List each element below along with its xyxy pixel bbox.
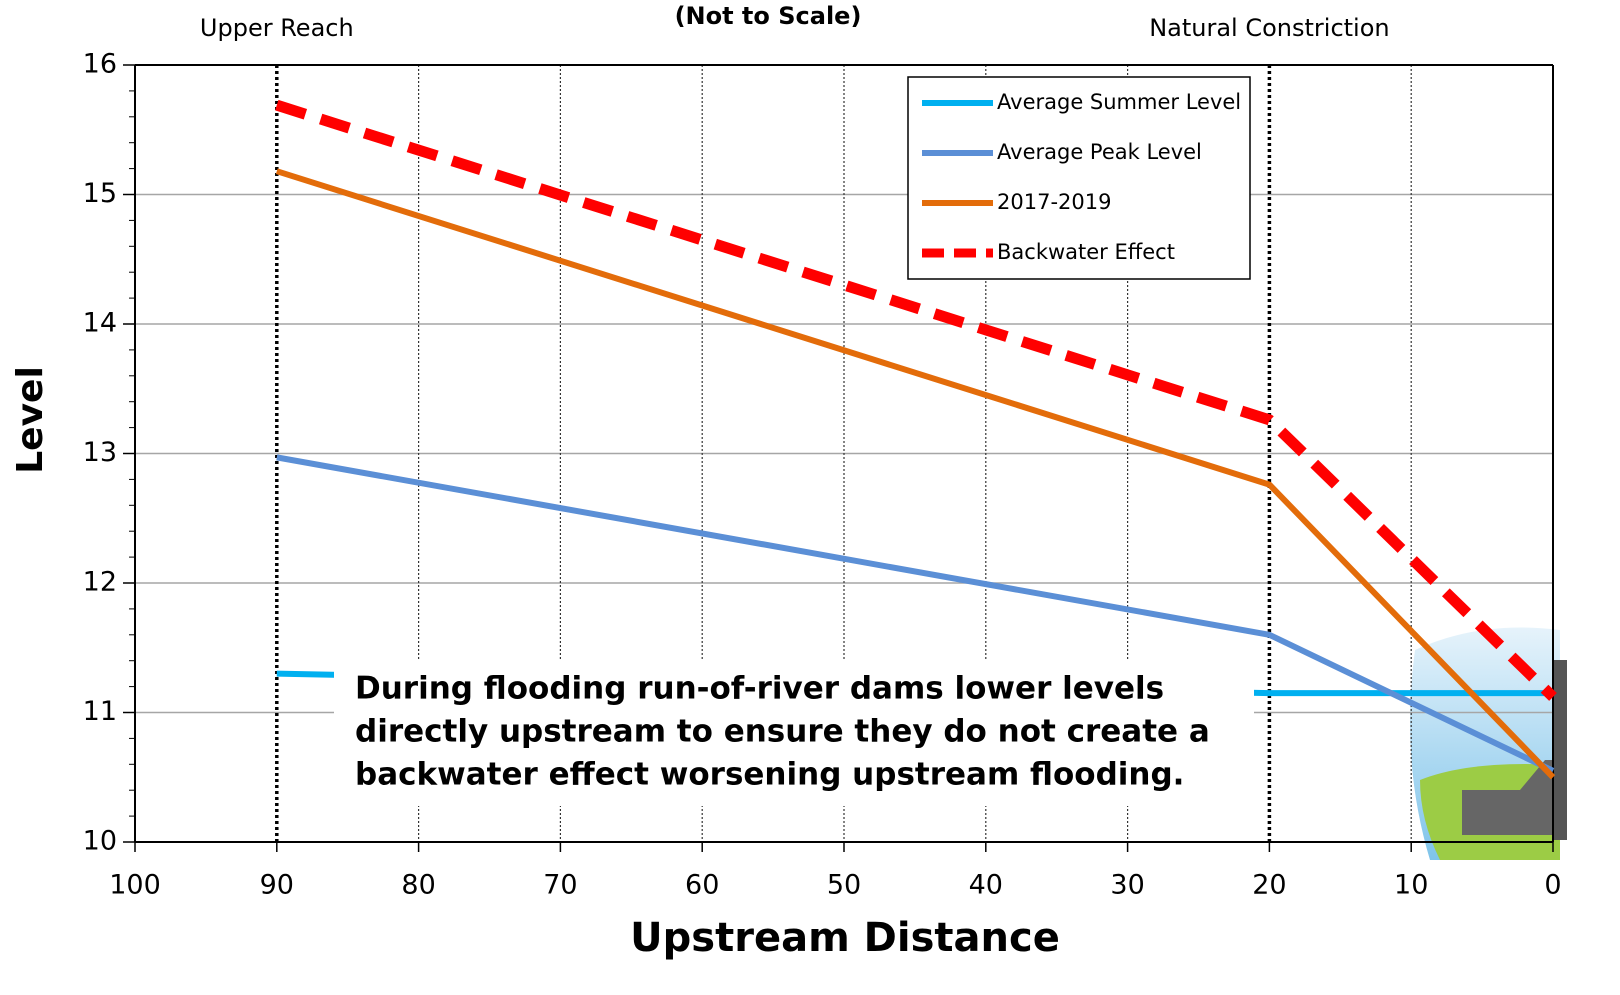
- x-tick-label: 40: [969, 870, 1003, 901]
- x-tick-label: 100: [109, 870, 161, 901]
- y-tick-label: 12: [83, 567, 117, 598]
- legend: Average Summer Level Average Peak Level 20…: [907, 76, 1251, 280]
- x-tick-label: 70: [543, 870, 577, 901]
- y-axis-label: Level: [10, 366, 51, 474]
- annotation-line: During flooding run-of-river dams lower …: [355, 671, 1164, 707]
- legend-label: Backwater Effect: [997, 240, 1175, 264]
- y-tick-label: 10: [83, 826, 117, 857]
- series-line: [275, 99, 1557, 701]
- x-tick-label: 10: [1394, 870, 1428, 901]
- y-tick-label: 14: [83, 308, 117, 339]
- x-tick-label: 50: [827, 870, 861, 901]
- legend-label: Average Peak Level: [997, 140, 1202, 164]
- x-tick-label: 80: [401, 870, 435, 901]
- x-tick-label: 60: [685, 870, 719, 901]
- legend-box: [907, 76, 1251, 280]
- annotation-line: backwater effect worsening upstream floo…: [355, 757, 1184, 793]
- legend-label: Average Summer Level: [997, 90, 1241, 114]
- legend-label: 2017-2019: [997, 190, 1111, 214]
- y-tick-label: 11: [83, 696, 117, 727]
- series-line: [276, 454, 1555, 774]
- annotation: During flooding run-of-river dams lower …: [334, 661, 1254, 806]
- annotation-box: [334, 661, 1254, 806]
- y-tick-label: 15: [83, 178, 117, 209]
- x-tick-label: 30: [1110, 870, 1144, 901]
- x-tick-label: 20: [1252, 870, 1286, 901]
- chart-subtitle: (Not to Scale): [675, 2, 862, 30]
- y-tick-label: 13: [83, 437, 117, 468]
- reference-label: Natural Constriction: [1149, 14, 1389, 42]
- x-axis-label: Upstream Distance: [630, 915, 1060, 961]
- series-line: [275, 168, 1556, 780]
- x-tick-label: 0: [1544, 870, 1561, 901]
- x-tick-label: 90: [260, 870, 294, 901]
- annotation-line: directly upstream to ensure they do not …: [355, 714, 1210, 750]
- reference-label: Upper Reach: [200, 14, 354, 42]
- dam-illustration: [1410, 627, 1567, 860]
- y-tick-label: 16: [83, 49, 117, 80]
